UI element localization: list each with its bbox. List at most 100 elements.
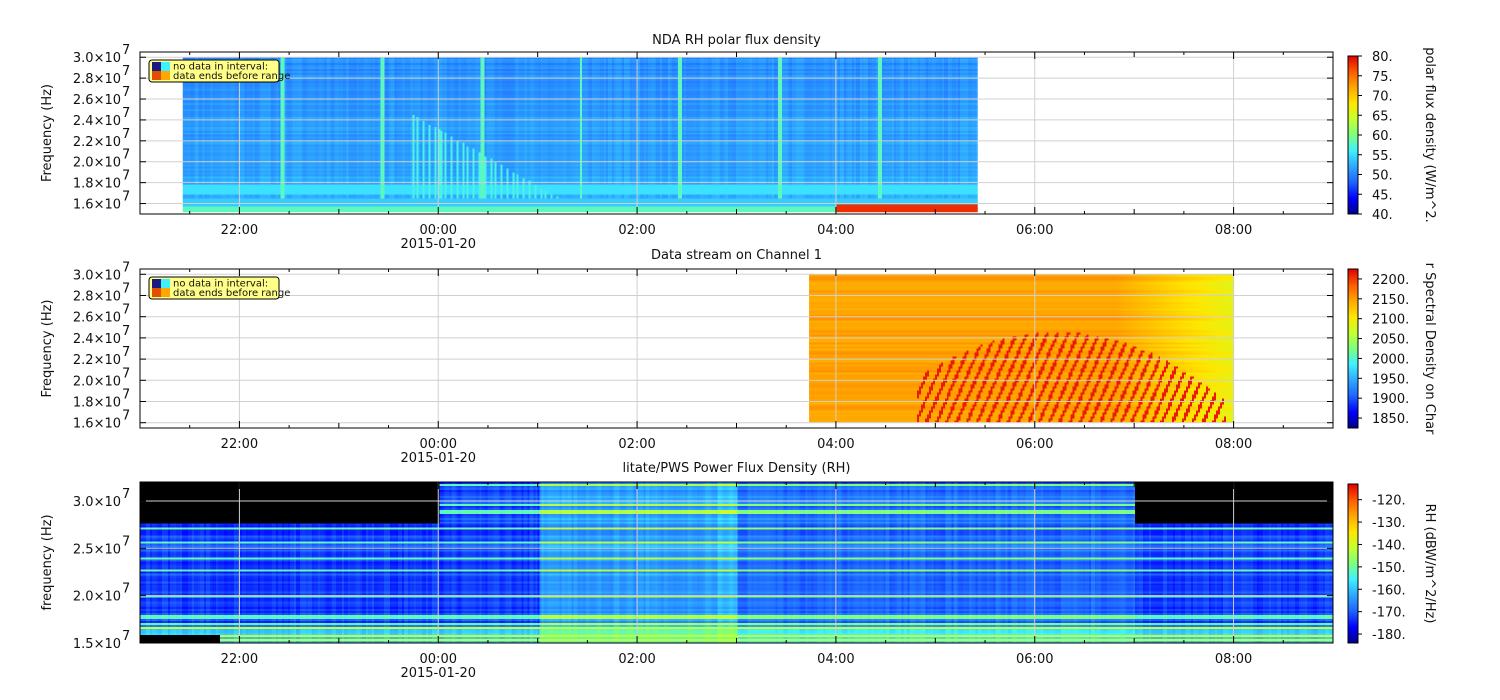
- no-data-legend: no data in interval:data ends before ran…: [148, 59, 290, 83]
- y-tick-label: 2.2×10: [73, 353, 121, 368]
- y-axis-label: frequency (Hz): [40, 514, 55, 610]
- x-date-label: 2015-01-20: [400, 237, 476, 252]
- x-tick-label: 22:00: [221, 223, 258, 238]
- x-tick-label: 06:00: [1016, 652, 1053, 667]
- colorbar-tick-label: 65.: [1372, 109, 1393, 124]
- colorbar-tick-label: -160.: [1372, 583, 1406, 598]
- legend-line-2: data ends before range: [173, 71, 290, 82]
- colorbar-tick-label: 45.: [1372, 188, 1393, 203]
- y-tick-label: 1.8×10: [73, 396, 121, 411]
- y-tick-exponent: 7: [122, 388, 130, 403]
- x-tick-label: 02:00: [618, 223, 655, 238]
- y-tick-exponent: 7: [122, 190, 130, 205]
- colorbar-gradient: [1347, 55, 1359, 215]
- legend-box: [148, 276, 280, 300]
- colorbar-tick-label: 1900.: [1372, 392, 1409, 407]
- y-tick-label: 2.2×10: [73, 135, 121, 150]
- y-tick-exponent: 7: [122, 260, 130, 275]
- y-tick-label: 2.0×10: [73, 156, 121, 171]
- colorbar-tick-label: -140.: [1372, 538, 1406, 553]
- x-date-label: 2015-01-20: [400, 451, 476, 466]
- y-tick-exponent: 7: [122, 85, 130, 100]
- colorbar-tick-label: -130.: [1372, 516, 1406, 531]
- colorbar-tick-label: 50.: [1372, 169, 1393, 184]
- legend-box: [148, 59, 280, 83]
- panel-title: NDA RH polar flux density: [652, 33, 821, 48]
- y-tick-label: 2.6×10: [73, 311, 121, 326]
- colorbar: 40. 45. 50. 55. 60. 65. 70. 75. 80. polar flux de…: [1347, 47, 1437, 223]
- colorbar-tick-label: 1850.: [1372, 412, 1409, 427]
- legend-swatch: [161, 62, 170, 71]
- colorbar-tick-label: 60.: [1372, 129, 1393, 144]
- x-tick-label: 04:00: [817, 437, 854, 452]
- y-tick-label: 3.0×10: [73, 495, 121, 510]
- colorbar-tick-label: 75.: [1372, 70, 1393, 85]
- y-tick-exponent: 7: [122, 282, 130, 297]
- colorbar: -180. -170. -160. -150. -140. -130. -120. RH (d…: [1347, 483, 1437, 644]
- x-tick-label: 02:00: [618, 437, 655, 452]
- colorbar-label: RH (dBW/m^2/Hz): [1422, 504, 1437, 624]
- x-tick-label: 04:00: [817, 223, 854, 238]
- colorbar-gradient: [1347, 483, 1359, 644]
- legend-swatch: [152, 279, 161, 288]
- spectrogram-image: [182, 57, 978, 213]
- x-tick-label: 22:00: [221, 437, 258, 452]
- y-axis-label: Frequency (Hz): [40, 84, 55, 182]
- y-tick-label: 2.5×10: [73, 542, 121, 557]
- y-tick-exponent: 7: [122, 64, 130, 79]
- y-tick-label: 1.6×10: [73, 417, 121, 432]
- x-tick-label: 06:00: [1016, 223, 1053, 238]
- x-tick-label: 22:00: [221, 652, 258, 667]
- no-data-legend: no data in interval:data ends before ran…: [148, 276, 290, 300]
- panel-title: Data stream on Channel 1: [651, 248, 822, 263]
- colorbar-tick-label: -180.: [1372, 628, 1406, 643]
- x-tick-label: 08:00: [1215, 437, 1252, 452]
- y-tick-exponent: 7: [122, 127, 130, 142]
- legend-line-2: data ends before range: [173, 288, 290, 299]
- y-tick-exponent: 7: [122, 629, 130, 644]
- x-tick-label: 04:00: [817, 652, 854, 667]
- y-tick-label: 1.5×10: [73, 637, 121, 652]
- y-tick-label: 2.8×10: [73, 290, 121, 305]
- y-axis-label: Frequency (Hz): [40, 299, 55, 397]
- y-tick-exponent: 7: [122, 324, 130, 339]
- y-tick-exponent: 7: [122, 487, 130, 502]
- x-tick-label: 00:00: [420, 437, 457, 452]
- y-tick-label: 2.4×10: [73, 332, 121, 347]
- colorbar-tick-label: 2050.: [1372, 333, 1409, 348]
- y-tick-exponent: 7: [122, 148, 130, 163]
- colorbar-tick-label: 40.: [1372, 208, 1393, 223]
- colorbar-tick-label: -150.: [1372, 561, 1406, 576]
- y-tick-exponent: 7: [122, 169, 130, 184]
- spectrogram-image: [809, 274, 1235, 423]
- legend-line-1: no data in interval:: [173, 279, 268, 290]
- legend-swatch: [152, 62, 161, 71]
- legend-swatch: [161, 279, 170, 288]
- colorbar-label: polar flux density (W/m^2.: [1422, 47, 1437, 223]
- colorbar-tick-label: -120.: [1372, 494, 1406, 509]
- panel-title: litate/PWS Power Flux Density (RH): [623, 461, 851, 476]
- y-tick-label: 3.0×10: [73, 51, 121, 66]
- y-tick-exponent: 7: [122, 366, 130, 381]
- x-tick-label: 08:00: [1215, 652, 1252, 667]
- y-tick-exponent: 7: [122, 106, 130, 121]
- legend-swatch: [161, 71, 170, 80]
- x-tick-label: 00:00: [420, 223, 457, 238]
- y-tick-label: 2.6×10: [73, 93, 121, 108]
- y-tick-label: 2.8×10: [73, 72, 121, 87]
- colorbar-tick-label: 2100.: [1372, 313, 1409, 328]
- y-tick-label: 3.0×10: [73, 268, 121, 283]
- x-tick-label: 00:00: [420, 652, 457, 667]
- legend-swatch: [152, 288, 161, 297]
- legend-swatch: [152, 71, 161, 80]
- colorbar-tick-label: 2000.: [1372, 352, 1409, 367]
- colorbar-gradient: [1347, 268, 1359, 429]
- y-tick-label: 1.6×10: [73, 198, 121, 213]
- colorbar-tick-label: 80.: [1372, 50, 1393, 65]
- colorbar-tick-label: 2150.: [1372, 293, 1409, 308]
- y-tick-label: 1.8×10: [73, 177, 121, 192]
